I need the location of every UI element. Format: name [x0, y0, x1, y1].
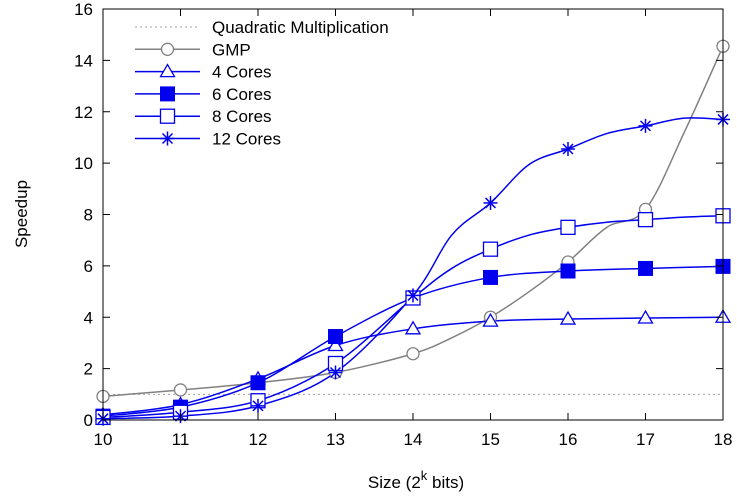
y-tick-label: 6	[84, 257, 93, 276]
x-tick-label: 15	[481, 430, 500, 449]
data-point-4-cores	[559, 310, 577, 325]
data-point-6-cores	[483, 269, 498, 285]
x-tick-label: 17	[636, 430, 655, 449]
data-point-4-cores	[327, 337, 344, 352]
asterisk-stroke	[252, 400, 264, 412]
axis-ticks: 10 11 12 13 14 15 16 17 18 0 2 4 6 8 10 12 14 16	[74, 0, 732, 449]
data-point-4-cores	[482, 312, 499, 327]
series-markers	[94, 39, 732, 426]
x-tick-label: 18	[714, 430, 733, 449]
x-tick-label: 11	[172, 430, 190, 449]
data-point-6-cores	[560, 263, 576, 279]
y-tick-label: 8	[84, 206, 93, 225]
data-point-8-cores	[560, 219, 576, 235]
legend: Quadratic Multiplication GMP 4 Cores 6 Core…	[135, 18, 389, 149]
data-point-6-cores	[250, 375, 266, 391]
asterisk-stroke	[329, 366, 342, 379]
data-point-12-cores	[638, 118, 653, 133]
data-point-12-cores	[483, 195, 498, 210]
legend-label-6-cores: 6 Cores	[212, 85, 272, 104]
data-point-6-cores	[638, 260, 653, 276]
asterisk-stroke	[161, 132, 174, 145]
y-tick-label: 0	[84, 411, 93, 430]
legend-label-4-cores: 4 Cores	[212, 63, 272, 82]
asterisk-stroke	[484, 197, 497, 209]
y-tick-label: 2	[84, 360, 93, 379]
series-line-gmp	[102, 45, 724, 398]
x-tick-label: 10	[94, 430, 113, 449]
x-axis-label-main: Size (2	[368, 473, 421, 492]
legend-marker-8-cores	[159, 108, 176, 124]
data-point-12-cores	[251, 398, 265, 413]
legend-label-8-cores: 8 Cores	[212, 107, 272, 126]
data-point-8-cores	[637, 211, 654, 228]
data-point-4-cores	[404, 320, 422, 335]
y-tick-label: 10	[74, 154, 93, 173]
y-tick-label: 14	[74, 51, 93, 70]
asterisk-stroke	[407, 289, 419, 301]
x-axis-label-exponent: k	[421, 468, 428, 483]
y-tick-label: 12	[74, 103, 93, 122]
x-tick-label: 13	[326, 430, 345, 449]
asterisk-stroke	[639, 120, 652, 132]
x-axis-label-unit: bits)	[427, 473, 464, 492]
x-tick-label: 14	[404, 430, 423, 449]
y-tick-label: 4	[84, 308, 93, 327]
data-point-4-cores	[637, 309, 654, 324]
series-lines	[102, 45, 724, 420]
series-line-8-cores	[102, 215, 724, 419]
asterisk-stroke	[562, 143, 574, 155]
data-point-12-cores	[406, 288, 420, 303]
x-tick-label: 16	[559, 430, 578, 449]
legend-marker-6-cores	[160, 86, 175, 102]
legend-marker-gmp	[160, 42, 175, 56]
data-point-12-cores	[328, 365, 343, 380]
x-axis-label: Size (2k bits)	[368, 468, 464, 492]
y-axis-label: Speedup	[12, 180, 31, 248]
data-point-gmp	[173, 383, 188, 397]
y-tick-label: 16	[74, 0, 93, 19]
legend-label-gmp: GMP	[212, 40, 251, 59]
data-point-6-cores	[328, 329, 343, 345]
data-point-gmp	[406, 347, 420, 361]
legend-marker-4-cores	[159, 63, 176, 78]
legend-label-quadratic-multiplication: Quadratic Multiplication	[212, 18, 389, 37]
data-point-12-cores	[561, 141, 575, 156]
legend-marker-12-cores	[160, 131, 175, 146]
data-point-8-cores	[482, 241, 499, 257]
x-tick-label: 12	[249, 430, 268, 449]
legend-label-12-cores: 12 Cores	[212, 130, 281, 149]
